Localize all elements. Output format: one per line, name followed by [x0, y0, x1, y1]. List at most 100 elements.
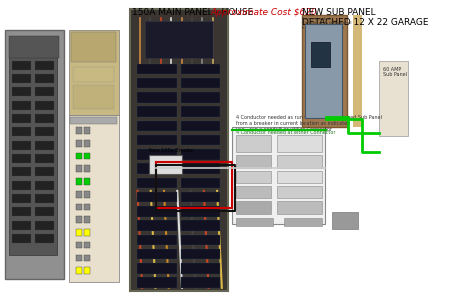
Bar	[84, 178, 90, 185]
Bar	[35, 74, 54, 83]
Bar	[181, 206, 220, 217]
Bar	[76, 153, 82, 159]
Bar	[236, 201, 271, 214]
Bar	[277, 171, 322, 183]
Text: Items needed
Conduit wire from panel
60 amp 4 wires here: Items needed Conduit wire from panel 60 …	[302, 17, 352, 30]
Bar	[277, 155, 322, 168]
Bar	[137, 135, 176, 145]
Bar	[76, 229, 82, 236]
Bar	[76, 165, 82, 172]
Text: 4 Conductor needed as run to the New Detached Sub Panel
from a breaker in curren: 4 Conductor needed as run to the New Det…	[236, 115, 382, 132]
Bar	[379, 61, 408, 136]
Text: 4 Conductor needed at either Connector: 4 Conductor needed at either Connector	[236, 130, 335, 135]
Bar	[35, 181, 54, 190]
Bar	[145, 21, 213, 58]
Bar	[5, 30, 64, 279]
Bar	[137, 249, 176, 259]
Bar	[137, 206, 176, 217]
Bar	[181, 92, 220, 103]
Bar	[137, 163, 176, 174]
Bar	[137, 220, 176, 231]
Bar	[84, 140, 90, 147]
Bar	[12, 127, 31, 136]
Bar	[277, 186, 322, 198]
Bar	[12, 194, 31, 203]
Bar	[69, 30, 118, 115]
Bar	[35, 114, 54, 123]
Bar	[236, 218, 273, 226]
Bar	[35, 207, 54, 216]
Bar	[84, 242, 90, 248]
Bar	[137, 192, 176, 202]
Text: New 100a Breaker: New 100a Breaker	[149, 148, 195, 153]
Bar	[236, 135, 271, 152]
Bar	[137, 64, 176, 74]
Bar	[9, 36, 59, 58]
Bar	[277, 135, 322, 152]
Bar	[35, 141, 54, 150]
Bar	[12, 154, 31, 163]
Bar	[137, 149, 176, 160]
Bar	[35, 154, 54, 163]
Bar	[137, 78, 176, 88]
Bar	[12, 87, 31, 96]
Bar	[71, 32, 116, 62]
Bar	[35, 234, 54, 243]
Bar	[181, 163, 220, 174]
Bar	[181, 106, 220, 117]
Bar	[35, 87, 54, 96]
Bar	[76, 216, 82, 223]
Bar	[236, 155, 271, 168]
Bar	[236, 186, 271, 198]
Bar	[84, 229, 90, 236]
Bar	[137, 263, 176, 274]
Bar	[277, 201, 322, 214]
Bar	[70, 117, 117, 124]
Bar	[76, 140, 82, 147]
Bar	[76, 178, 82, 185]
Bar	[35, 194, 54, 203]
Text: Approximate Cost $620: Approximate Cost $620	[211, 8, 318, 17]
Bar	[284, 218, 322, 226]
Bar	[311, 42, 330, 67]
Bar	[130, 9, 228, 291]
Bar	[181, 64, 220, 74]
Bar	[137, 92, 176, 103]
Bar	[181, 220, 220, 231]
Bar	[181, 263, 220, 274]
Bar	[9, 55, 57, 255]
Bar	[137, 277, 176, 288]
Bar	[232, 127, 325, 224]
Bar	[84, 204, 90, 210]
Bar	[181, 78, 220, 88]
Bar	[76, 127, 82, 134]
Bar	[73, 85, 114, 109]
Text: 60 AMP
Sub Panel: 60 AMP Sub Panel	[383, 67, 407, 78]
Bar	[35, 61, 54, 70]
Bar	[76, 255, 82, 261]
Bar	[76, 204, 82, 210]
Bar	[35, 221, 54, 230]
Bar	[12, 221, 31, 230]
Bar	[76, 191, 82, 198]
Bar	[137, 235, 176, 245]
Bar	[84, 267, 90, 274]
Bar	[305, 24, 342, 118]
Bar	[76, 267, 82, 274]
Bar	[302, 15, 347, 127]
Bar	[181, 149, 220, 160]
Bar	[181, 178, 220, 188]
Bar	[137, 106, 176, 117]
Bar	[84, 191, 90, 198]
Bar	[12, 74, 31, 83]
Bar	[76, 242, 82, 248]
Text: 150A MAIN PANEL - HOUSE: 150A MAIN PANEL - HOUSE	[132, 8, 253, 17]
Bar	[69, 115, 118, 282]
Bar	[84, 216, 90, 223]
Bar	[137, 121, 176, 131]
Bar	[181, 277, 220, 288]
Bar	[35, 167, 54, 176]
Bar	[35, 127, 54, 136]
Bar	[35, 101, 54, 110]
Bar	[332, 212, 358, 229]
